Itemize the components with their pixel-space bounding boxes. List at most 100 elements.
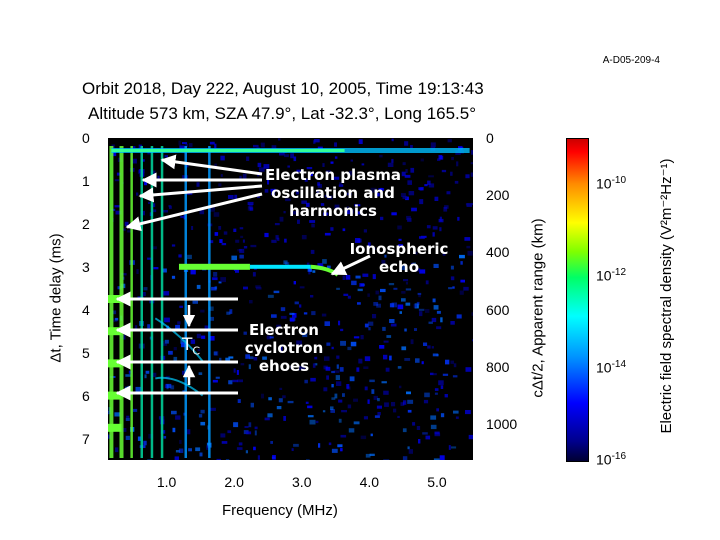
noise-speckle [294,301,299,305]
noise-speckle [279,153,285,156]
noise-speckle [164,317,170,323]
noise-speckle [210,206,215,212]
noise-speckle [432,232,435,237]
noise-speckle [226,311,231,315]
noise-speckle [339,367,344,372]
noise-speckle [456,314,462,319]
noise-speckle [407,399,414,404]
noise-speckle [216,458,221,460]
ionospheric-echo-low [178,263,250,270]
noise-speckle [168,350,173,355]
noise-speckle [336,381,342,386]
noise-speckle [219,239,223,243]
noise-speckle [209,141,215,145]
noise-speckle [393,408,397,413]
noise-speckle [441,169,447,173]
noise-speckle [358,139,363,144]
plasma-harmonic-line [150,146,154,458]
noise-speckle [405,302,411,306]
figure-id: A-D05-209-4 [602,55,660,66]
noise-speckle [438,218,444,223]
noise-speckle [271,239,277,243]
tc-label: TC [182,335,200,357]
noise-speckle [279,216,284,222]
noise-speckle [188,448,192,452]
noise-speckle [403,279,409,282]
noise-speckle [418,294,421,298]
noise-speckle [280,346,283,351]
tc-main: T [182,335,193,355]
noise-speckle [430,142,436,148]
noise-speckle [379,345,385,349]
y-tick-right: 800 [486,358,510,375]
noise-speckle [444,205,449,209]
noise-speckle [228,380,233,385]
noise-speckle [307,415,314,418]
noise-speckle [421,361,424,365]
noise-speckle [450,360,454,364]
noise-speckle [434,196,439,201]
noise-speckle [304,178,308,182]
noise-speckle [152,203,156,208]
noise-speckle [231,255,237,261]
noise-speckle [213,212,220,217]
noise-speckle [418,439,421,444]
noise-speckle [426,225,431,229]
noise-speckle [450,276,455,281]
noise-speckle [188,143,193,148]
x-tick: 5.0 [427,474,447,490]
noise-speckle [306,202,310,207]
noise-speckle [228,356,234,359]
noise-speckle [179,439,182,444]
noise-speckle [342,393,345,397]
noise-speckle [314,356,318,360]
noise-speckle [255,285,261,289]
noise-speckle [353,336,360,339]
noise-speckle [389,355,392,361]
noise-speckle [454,180,459,184]
noise-speckle [150,246,157,250]
noise-speckle [172,427,176,433]
noise-speckle [403,400,407,405]
noise-speckle [367,399,370,404]
noise-speckle [399,311,402,314]
noise-speckle [440,385,444,389]
noise-speckle [431,346,434,349]
cyc-line-3: ehoes [258,357,310,375]
noise-speckle [162,268,167,273]
noise-speckle [305,401,309,404]
noise-speckle [136,269,139,274]
noise-speckle [385,367,390,372]
noise-speckle [145,370,150,374]
noise-speckle [201,335,206,339]
noise-speckle [299,304,302,308]
y-tick-left: 1 [82,172,90,189]
colorbar [566,138,589,462]
y-axis-label-right: cΔt/2, Apparent range (km) [529,218,547,398]
noise-speckle [365,453,371,458]
noise-speckle [220,433,226,438]
noise-speckle [249,207,254,211]
noise-speckle [422,432,428,435]
noise-speckle [357,302,361,305]
noise-speckle [456,161,459,167]
noise-speckle [383,354,388,360]
noise-speckle [314,363,318,366]
y-tick-right: 0 [486,130,494,146]
noise-speckle [430,415,437,420]
noise-speckle [116,172,121,176]
noise-speckle [452,375,458,378]
x-tick: 1.0 [156,474,177,490]
noise-speckle [112,310,117,315]
noise-speckle [276,324,281,329]
noise-speckle [303,312,308,315]
noise-speckle [423,399,429,404]
noise-speckle [351,209,354,214]
noise-speckle [369,379,375,383]
noise-speckle [407,446,410,450]
noise-speckle [287,400,294,404]
noise-speckle [310,377,316,382]
noise-speckle [125,374,132,377]
noise-speckle [467,250,473,256]
noise-speckle [326,170,331,173]
